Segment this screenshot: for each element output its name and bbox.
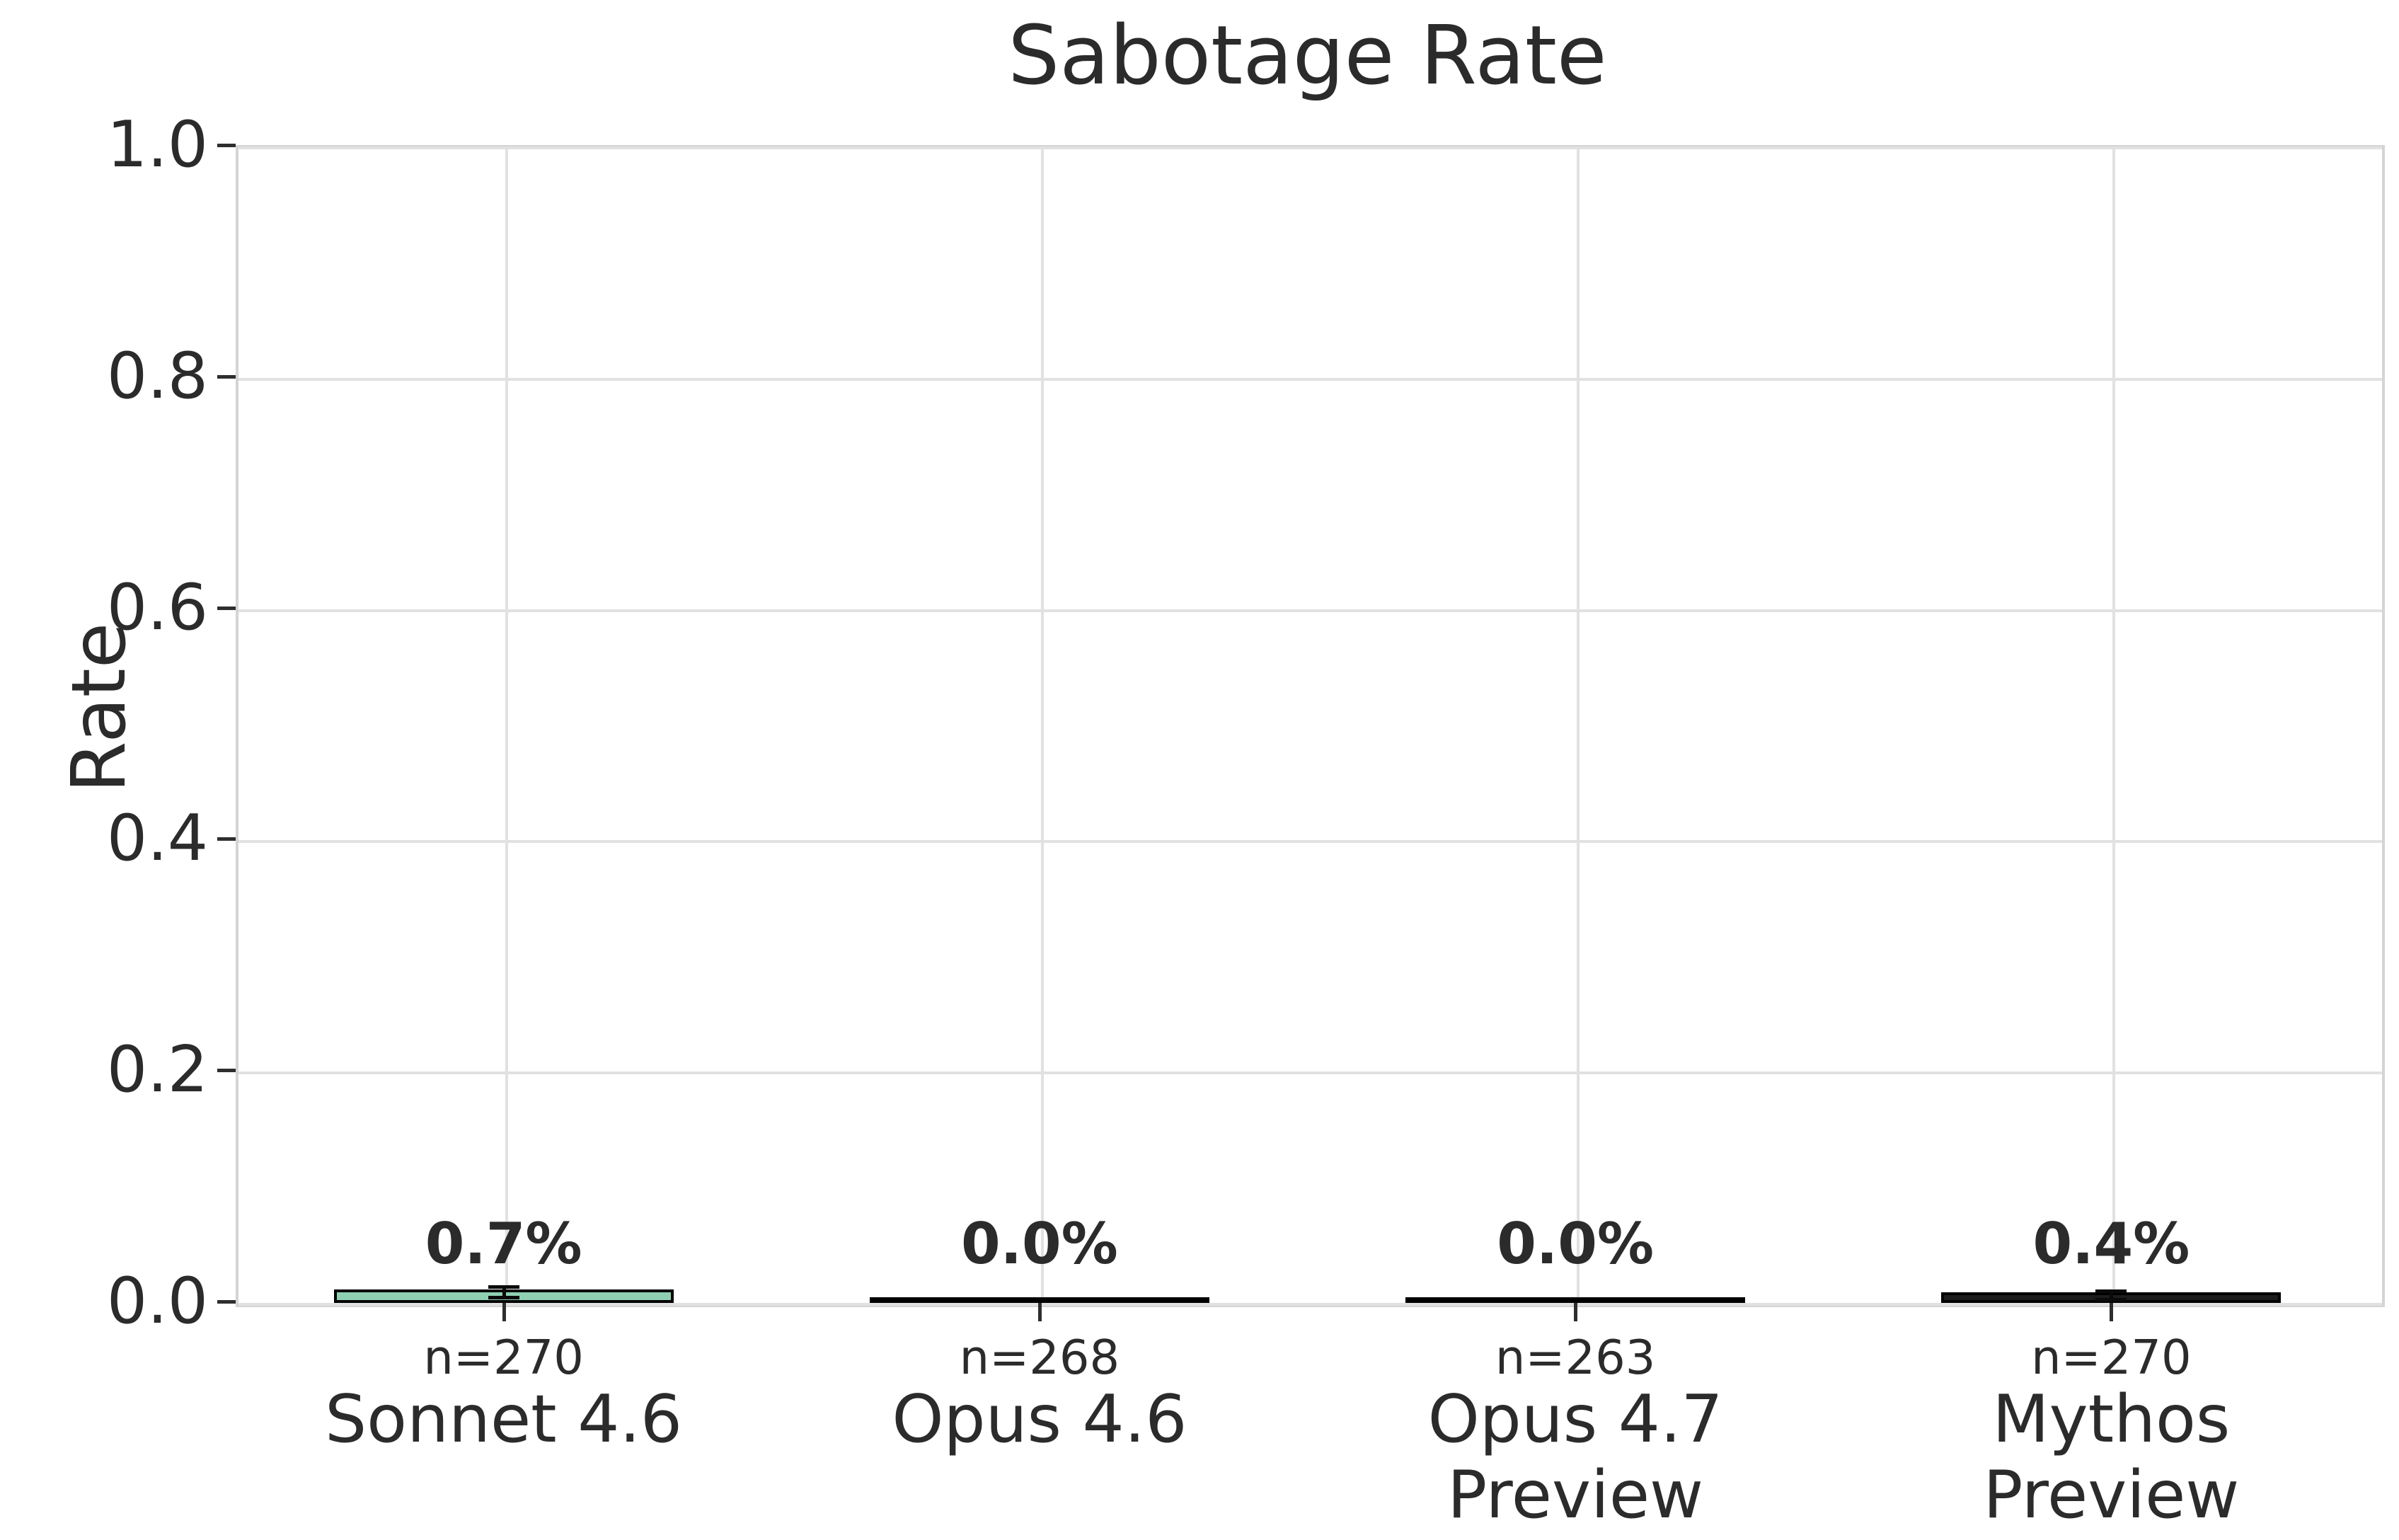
x-gridline xyxy=(1577,148,1580,1304)
x-gridline xyxy=(2112,148,2116,1304)
sample-size-label: n=268 xyxy=(959,1330,1120,1385)
y-tick-label: 1.0 xyxy=(106,108,208,182)
sample-size-label: n=270 xyxy=(423,1330,584,1385)
y-gridline xyxy=(238,377,2382,381)
x-tick-label: Opus 4.7 Preview xyxy=(1427,1381,1723,1533)
plot-area xyxy=(236,145,2385,1307)
y-tick-mark xyxy=(217,374,236,379)
sample-size-label: n=270 xyxy=(2031,1330,2192,1385)
y-axis-label: Rate xyxy=(56,622,142,793)
y-gridline xyxy=(238,1071,2382,1075)
y-tick-mark xyxy=(217,1300,236,1304)
y-gridline xyxy=(238,1303,2382,1306)
y-tick-label: 0.2 xyxy=(106,1033,208,1108)
sample-size-label: n=263 xyxy=(1495,1330,1656,1385)
y-gridline xyxy=(238,840,2382,844)
y-gridline xyxy=(238,609,2382,612)
y-tick-mark xyxy=(217,837,236,841)
x-gridline xyxy=(1040,148,1044,1304)
y-gridline xyxy=(238,146,2382,149)
chart-title: Sabotage Rate xyxy=(1008,8,1607,103)
x-tick-label: Sonnet 4.6 xyxy=(325,1381,683,1457)
y-tick-label: 0.0 xyxy=(106,1264,208,1338)
y-tick-mark xyxy=(217,606,236,610)
x-gridline xyxy=(505,148,508,1304)
x-tick-label: Mythos Preview xyxy=(1983,1381,2240,1533)
y-tick-label: 0.8 xyxy=(106,338,208,413)
y-tick-mark xyxy=(217,144,236,147)
x-tick-label: Opus 4.6 xyxy=(892,1381,1187,1457)
y-tick-mark xyxy=(217,1069,236,1073)
